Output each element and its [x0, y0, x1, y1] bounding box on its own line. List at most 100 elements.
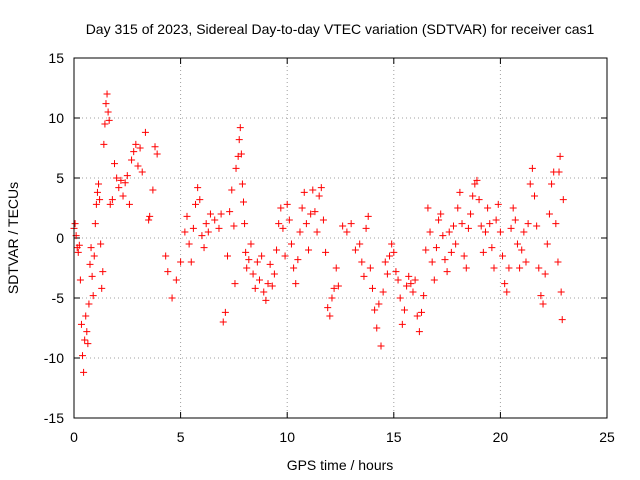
data-point — [115, 184, 123, 192]
data-point — [119, 192, 127, 200]
data-point — [507, 224, 515, 232]
y-axis-label: SDTVAR / TECUs — [5, 182, 21, 294]
data-point — [128, 156, 136, 164]
data-point — [287, 240, 295, 248]
data-point — [424, 204, 432, 212]
data-point — [360, 272, 368, 280]
data-point — [328, 294, 336, 302]
data-point — [105, 116, 113, 124]
data-point — [452, 240, 460, 248]
data-point — [300, 188, 308, 196]
data-point — [260, 288, 268, 296]
data-point — [362, 224, 370, 232]
data-point — [117, 176, 125, 184]
data-point — [548, 180, 556, 188]
data-point — [198, 232, 206, 240]
data-point — [258, 252, 266, 260]
data-point — [315, 192, 323, 200]
data-point — [518, 246, 526, 254]
data-point — [520, 228, 528, 236]
data-point — [226, 208, 234, 216]
data-point — [88, 272, 96, 280]
data-point — [149, 186, 157, 194]
data-point — [505, 264, 513, 272]
data-point — [200, 244, 208, 252]
y-tick-label: -15 — [44, 410, 64, 426]
data-point — [469, 192, 477, 200]
data-point — [238, 180, 246, 188]
data-point — [443, 268, 451, 276]
data-point — [524, 220, 532, 228]
data-point — [437, 210, 445, 218]
data-point — [358, 258, 366, 266]
data-point — [456, 188, 464, 196]
data-point — [364, 212, 372, 220]
y-tick-label: -10 — [44, 350, 64, 366]
data-point — [392, 268, 400, 276]
data-point — [488, 244, 496, 252]
data-point — [441, 256, 449, 264]
data-point — [503, 288, 511, 296]
data-point — [232, 164, 240, 172]
data-point — [398, 320, 406, 328]
data-point — [92, 200, 100, 208]
data-point — [255, 276, 263, 284]
data-point — [177, 258, 185, 266]
data-point — [379, 288, 387, 296]
data-point — [134, 162, 142, 170]
data-point — [559, 196, 567, 204]
y-tick-label: -5 — [52, 290, 65, 306]
data-point — [449, 222, 457, 230]
data-point — [471, 180, 479, 188]
data-point — [80, 368, 88, 376]
data-point — [164, 268, 172, 276]
data-point — [428, 258, 436, 266]
data-point — [460, 252, 468, 260]
data-point — [245, 256, 253, 264]
data-point — [79, 352, 87, 360]
data-point — [247, 240, 255, 248]
x-tick-label: 10 — [279, 429, 295, 445]
data-point — [194, 184, 202, 192]
data-point — [82, 312, 90, 320]
data-point — [99, 268, 107, 276]
data-point — [386, 252, 394, 260]
data-point — [526, 180, 534, 188]
data-point — [221, 308, 229, 316]
data-point — [415, 328, 423, 336]
data-point — [439, 232, 447, 240]
data-point — [373, 324, 381, 332]
data-point — [202, 220, 210, 228]
data-point — [484, 204, 492, 212]
data-point — [101, 120, 109, 128]
data-point — [243, 264, 251, 272]
data-point — [130, 148, 138, 156]
data-point — [162, 252, 170, 260]
data-point — [396, 294, 404, 302]
y-tick-label: 10 — [48, 110, 64, 126]
data-point — [104, 108, 112, 116]
data-point — [91, 220, 99, 228]
data-point — [366, 264, 374, 272]
data-point — [100, 140, 108, 148]
data-point — [281, 252, 289, 260]
data-point — [330, 284, 338, 292]
data-point — [422, 246, 430, 254]
data-point — [268, 282, 276, 290]
data-point — [499, 252, 507, 260]
data-point — [168, 294, 176, 302]
data-point — [81, 336, 89, 344]
data-point — [181, 228, 189, 236]
grid — [74, 58, 607, 418]
data-point — [339, 222, 347, 230]
data-point — [219, 318, 227, 326]
data-point — [251, 284, 259, 292]
data-point — [217, 210, 225, 218]
data-point — [356, 240, 364, 248]
data-point — [204, 228, 212, 236]
data-point — [445, 228, 453, 236]
data-point — [236, 124, 244, 132]
data-point — [98, 284, 106, 292]
data-point — [533, 222, 541, 230]
